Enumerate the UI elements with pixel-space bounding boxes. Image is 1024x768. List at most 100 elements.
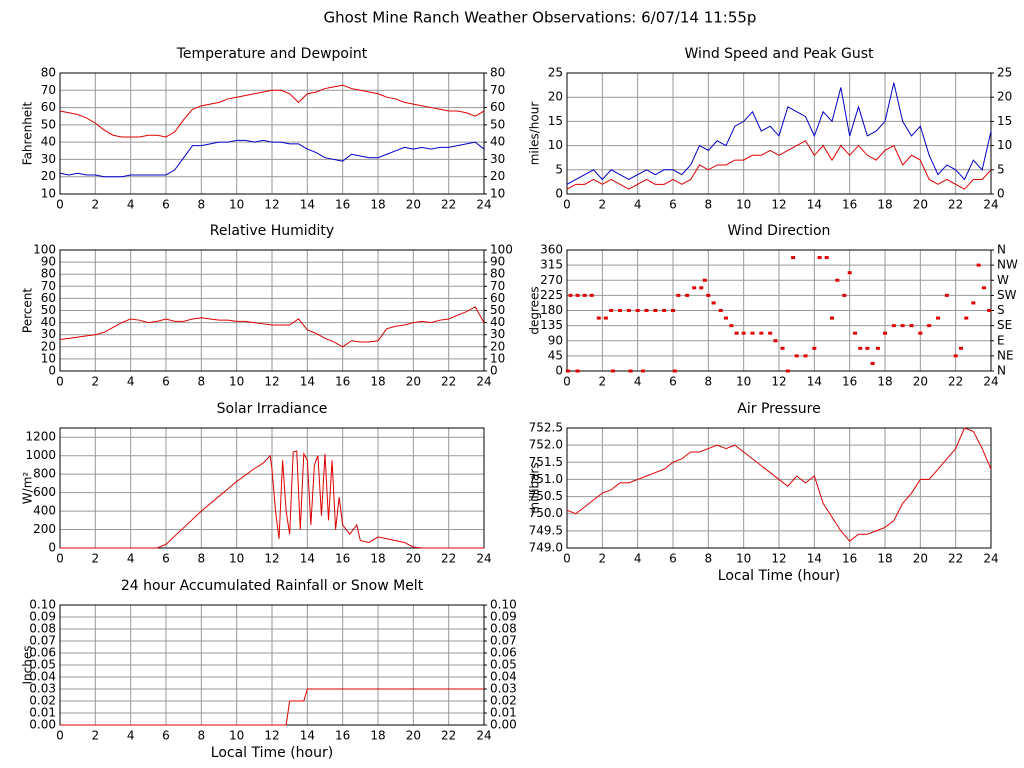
y2-tick-label: SE xyxy=(997,318,1012,332)
data-point xyxy=(750,331,755,335)
y-tick-label: 0.05 xyxy=(29,658,56,672)
y2-tick-label: 70 xyxy=(490,279,505,293)
y-tick-label: 600 xyxy=(33,485,56,499)
x-tick-label: 22 xyxy=(948,552,963,566)
data-point xyxy=(936,316,940,320)
x-tick-label: 8 xyxy=(705,375,713,389)
x-tick-label: 16 xyxy=(842,198,857,212)
y-tick-label: 135 xyxy=(540,318,563,332)
y-tick-label: 90 xyxy=(41,255,56,269)
y2-tick-label: 0.01 xyxy=(490,706,517,720)
data-point xyxy=(628,369,633,373)
x-tick-label: 2 xyxy=(599,198,607,212)
y-tick-label: 45 xyxy=(548,348,563,362)
data-line xyxy=(59,306,485,348)
data-point xyxy=(640,369,645,373)
x-tick-label: 2 xyxy=(599,552,607,566)
x-tick-label: 14 xyxy=(300,729,315,743)
x-tick-label: 0 xyxy=(56,552,64,566)
x-tick-label: 0 xyxy=(563,552,571,566)
data-point xyxy=(568,293,573,297)
data-point xyxy=(847,271,852,275)
data-point xyxy=(870,361,875,365)
y-tick-label: 0 xyxy=(555,364,563,378)
y-tick-label: 0.09 xyxy=(29,610,56,624)
y-tick-label: 0.01 xyxy=(29,706,56,720)
data-point xyxy=(609,309,614,312)
x-tick-label: 24 xyxy=(476,198,491,212)
y-tick-label: 752.5 xyxy=(529,421,563,435)
y-axis-label: degrees xyxy=(528,286,542,334)
y2-tick-label: E xyxy=(997,333,1005,347)
x-tick-label: 14 xyxy=(300,552,315,566)
x-tick-label: 24 xyxy=(476,375,491,389)
data-point xyxy=(734,331,739,335)
data-point xyxy=(662,309,667,312)
y-tick-label: 15 xyxy=(548,114,563,128)
y2-tick-label: 0.09 xyxy=(490,610,517,624)
y2-tick-label: 10 xyxy=(490,351,505,365)
x-tick-label: 6 xyxy=(669,198,677,212)
x-tick-label: 22 xyxy=(441,552,456,566)
y2-tick-label: 0.06 xyxy=(490,646,517,660)
y2-tick-label: 50 xyxy=(490,117,505,131)
data-point xyxy=(824,256,829,260)
y-tick-label: 360 xyxy=(540,243,563,257)
x-tick-label: 4 xyxy=(634,375,642,389)
y-tick-label: 70 xyxy=(41,83,56,97)
y-tick-label: 0 xyxy=(555,187,563,201)
x-tick-label: 16 xyxy=(842,375,857,389)
y-tick-label: 225 xyxy=(540,288,563,302)
x-tick-label: 22 xyxy=(441,729,456,743)
y-tick-label: 0.06 xyxy=(29,646,56,660)
data-line xyxy=(566,427,992,542)
data-point xyxy=(575,293,580,297)
y-tick-label: 0.02 xyxy=(29,694,56,708)
data-point xyxy=(768,331,773,335)
y-tick-label: 751.5 xyxy=(529,455,563,469)
data-point xyxy=(685,293,690,297)
x-tick-label: 22 xyxy=(948,375,963,389)
x-tick-label: 24 xyxy=(476,552,491,566)
x-tick-label: 18 xyxy=(370,375,385,389)
data-point xyxy=(900,324,905,328)
y-tick-label: 80 xyxy=(41,267,56,281)
page-title: Ghost Mine Ranch Weather Observations: 6… xyxy=(324,9,757,27)
data-point xyxy=(729,324,734,328)
y2-tick-label: 40 xyxy=(490,315,505,329)
y-tick-label: 20 xyxy=(41,169,56,183)
y-tick-label: 25 xyxy=(548,66,563,80)
y-axis-label: W/m² xyxy=(21,472,35,505)
data-point xyxy=(671,309,675,312)
y-tick-label: 0 xyxy=(48,364,56,378)
y2-tick-label: 30 xyxy=(490,327,505,341)
chart-title: Relative Humidity xyxy=(210,223,334,239)
y-tick-label: 315 xyxy=(540,258,563,272)
y-tick-label: 50 xyxy=(41,303,56,317)
x-tick-label: 14 xyxy=(300,375,315,389)
y-tick-label: 0.04 xyxy=(29,670,56,684)
x-tick-label: 6 xyxy=(162,729,170,743)
x-tick-label: 4 xyxy=(127,375,135,389)
x-tick-label: 24 xyxy=(476,729,491,743)
data-point xyxy=(964,316,969,320)
x-tick-label: 2 xyxy=(92,198,100,212)
y2-tick-label: 50 xyxy=(490,303,505,317)
x-tick-label: 0 xyxy=(563,198,571,212)
y-tick-label: 100 xyxy=(33,243,56,257)
x-tick-label: 22 xyxy=(948,198,963,212)
data-point xyxy=(958,346,963,350)
y-tick-label: 20 xyxy=(41,339,56,353)
x-tick-label: 8 xyxy=(198,198,206,212)
data-point xyxy=(724,316,728,320)
y-tick-label: 30 xyxy=(41,152,56,166)
data-point xyxy=(976,263,981,267)
y2-tick-label: 60 xyxy=(490,291,505,305)
x-tick-label: 2 xyxy=(92,375,100,389)
chart-title: Air Pressure xyxy=(737,401,820,417)
y-tick-label: 751.0 xyxy=(529,472,563,486)
y-tick-label: 60 xyxy=(41,291,56,305)
x-tick-label: 10 xyxy=(229,552,244,566)
y-tick-label: 180 xyxy=(540,303,563,317)
data-point xyxy=(582,293,587,297)
